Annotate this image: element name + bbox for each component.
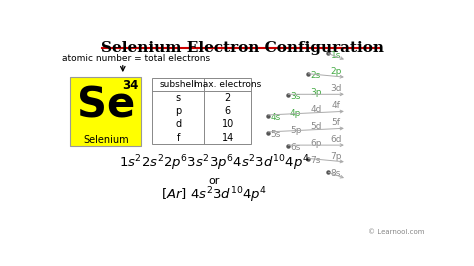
Text: $[Ar]\ 4s^23d^{10}4p^4$: $[Ar]\ 4s^23d^{10}4p^4$: [161, 185, 267, 205]
Text: 4f: 4f: [331, 101, 340, 110]
Text: 7p: 7p: [330, 152, 342, 161]
Text: 2p: 2p: [330, 68, 342, 76]
Text: 4p: 4p: [290, 109, 301, 118]
Text: max. electrons: max. electrons: [194, 80, 262, 89]
Text: Se: Se: [77, 84, 135, 126]
Text: 1s: 1s: [331, 51, 341, 60]
Text: atomic number = total electrons: atomic number = total electrons: [63, 54, 210, 63]
Text: 6p: 6p: [310, 139, 321, 148]
Text: 3s: 3s: [291, 92, 301, 101]
Text: s: s: [176, 93, 181, 103]
Text: Selenium Electron Configuration: Selenium Electron Configuration: [101, 41, 384, 55]
Text: 5f: 5f: [331, 118, 340, 127]
Text: 6d: 6d: [330, 135, 342, 144]
Text: 3p: 3p: [310, 88, 321, 97]
Text: 8s: 8s: [331, 169, 341, 178]
Text: 6: 6: [225, 106, 231, 116]
Text: 4d: 4d: [310, 105, 321, 114]
Text: 10: 10: [222, 119, 234, 130]
Text: subshell: subshell: [160, 80, 197, 89]
Text: p: p: [175, 106, 182, 116]
Text: © Learnool.com: © Learnool.com: [368, 229, 424, 235]
Text: or: or: [209, 176, 220, 185]
Text: 2s: 2s: [310, 71, 321, 80]
Text: 5d: 5d: [310, 122, 321, 131]
Text: d: d: [175, 119, 181, 130]
Bar: [152, 78, 251, 144]
Text: 6s: 6s: [291, 143, 301, 152]
Text: 7s: 7s: [310, 156, 321, 165]
Text: 14: 14: [222, 133, 234, 143]
Text: $1s^22s^22p^63s^23p^64s^23d^{10}4p^4$: $1s^22s^22p^63s^23p^64s^23d^{10}4p^4$: [119, 154, 310, 173]
Text: 3d: 3d: [330, 84, 342, 93]
Text: f: f: [176, 133, 180, 143]
Text: 5s: 5s: [270, 130, 281, 139]
Bar: [70, 77, 141, 146]
Text: 4s: 4s: [270, 113, 281, 122]
Text: Selenium: Selenium: [83, 135, 128, 145]
Text: 2: 2: [225, 93, 231, 103]
Text: 34: 34: [122, 79, 138, 92]
Text: 5p: 5p: [290, 126, 301, 135]
